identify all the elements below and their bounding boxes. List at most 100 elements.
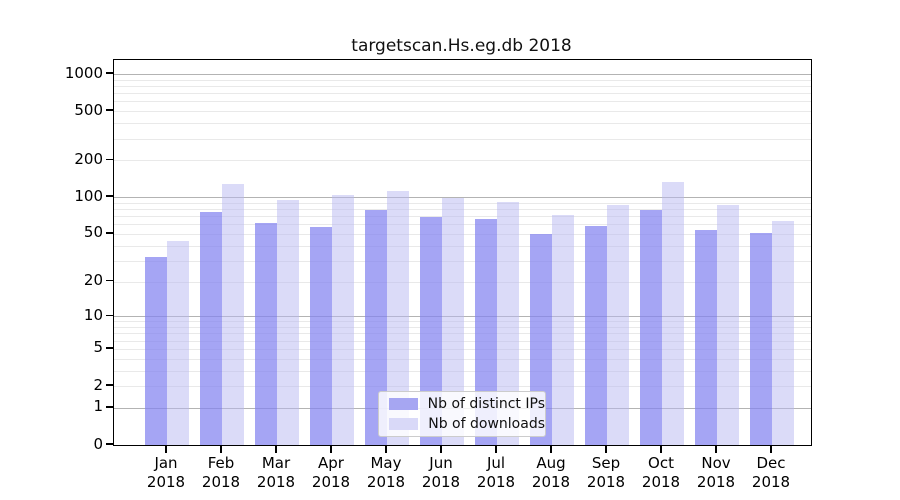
- bar-downloads: [607, 204, 629, 445]
- x-tick-mark: [220, 445, 222, 453]
- x-tick-year: 2018: [421, 472, 461, 491]
- x-tick-label: Nov 2018: [684, 454, 748, 491]
- x-tick-label: Jan 2018: [134, 454, 198, 491]
- y-tick-mark: [106, 314, 113, 316]
- major-gridline: [114, 74, 811, 76]
- x-tick-label: Feb 2018: [189, 454, 253, 491]
- x-tick-mark: [495, 445, 497, 453]
- y-tick-label: 2: [93, 375, 103, 394]
- y-tick-label: 0: [93, 434, 103, 453]
- minor-gridline: [114, 86, 811, 88]
- minor-gridline: [114, 111, 811, 113]
- bar-distinct-ips: [200, 211, 222, 445]
- x-tick-mark: [660, 445, 662, 453]
- x-tick-year: 2018: [311, 472, 351, 491]
- x-tick-mark: [605, 445, 607, 453]
- x-tick-year: 2018: [201, 472, 241, 491]
- x-tick-mark: [385, 445, 387, 453]
- x-tick-year: 2018: [586, 472, 626, 491]
- bar-distinct-ips: [475, 219, 497, 445]
- bar-distinct-ips: [310, 226, 332, 445]
- x-tick-label: May 2018: [354, 454, 418, 491]
- x-tick-mark: [715, 445, 717, 453]
- legend-swatch-distinct-ips: [389, 398, 418, 410]
- y-tick-label: 50: [83, 223, 103, 242]
- bar-distinct-ips: [640, 209, 662, 445]
- y-tick-mark: [106, 347, 113, 349]
- x-tick-label: Oct 2018: [629, 454, 693, 491]
- x-tick-year: 2018: [146, 472, 186, 491]
- x-tick-year: 2018: [696, 472, 736, 491]
- y-tick-label: 1: [93, 397, 103, 416]
- x-tick-mark: [550, 445, 552, 453]
- x-tick-label: Jun 2018: [409, 454, 473, 491]
- bar-downloads: [717, 205, 739, 445]
- bar-downloads: [167, 240, 189, 445]
- legend: Nb of distinct IPs Nb of downloads: [378, 391, 546, 437]
- x-tick-year: 2018: [366, 472, 406, 491]
- y-tick-mark: [106, 158, 113, 161]
- x-tick-year: 2018: [476, 472, 516, 491]
- x-tick-label: Mar 2018: [244, 454, 308, 491]
- bar-distinct-ips: [255, 223, 277, 445]
- bar-distinct-ips: [145, 257, 167, 445]
- bar-downloads: [277, 199, 299, 445]
- minor-gridline: [114, 138, 811, 140]
- bar-distinct-ips: [695, 229, 717, 445]
- y-tick-mark: [106, 406, 113, 408]
- y-tick-label: 500: [74, 100, 103, 119]
- y-tick-label: 5: [93, 338, 103, 357]
- minor-gridline: [114, 79, 811, 81]
- y-tick-mark: [106, 232, 113, 234]
- x-tick-year: 2018: [531, 472, 571, 491]
- y-tick-label: 100: [74, 186, 103, 205]
- x-tick-label: Jul 2018: [464, 454, 528, 491]
- bar-downloads: [552, 215, 574, 445]
- y-tick-label: 20: [83, 271, 103, 290]
- x-tick-mark: [165, 445, 167, 453]
- minor-gridline: [114, 101, 811, 103]
- major-gridline: [114, 197, 811, 199]
- x-tick-year: 2018: [256, 472, 296, 491]
- y-tick-label: 1000: [64, 63, 103, 82]
- y-tick-mark: [106, 443, 113, 445]
- y-tick-mark: [106, 72, 113, 74]
- legend-swatch-downloads: [389, 418, 419, 430]
- x-tick-label: Dec 2018: [739, 454, 803, 491]
- x-tick-label: Apr 2018: [299, 454, 363, 491]
- x-tick-label: Sep 2018: [574, 454, 638, 491]
- y-tick-label: 10: [83, 305, 103, 324]
- bar-downloads: [772, 220, 794, 445]
- minor-gridline: [114, 123, 811, 125]
- legend-row-distinct-ips: Nb of distinct IPs: [389, 396, 545, 412]
- y-tick-label: 200: [74, 149, 103, 168]
- legend-label-downloads: Nb of downloads: [428, 416, 545, 432]
- y-tick-mark: [106, 109, 113, 111]
- chart-title: targetscan.Hs.eg.db 2018: [351, 36, 572, 56]
- x-tick-mark: [330, 445, 332, 453]
- x-tick-mark: [770, 445, 772, 453]
- minor-gridline: [114, 160, 811, 162]
- bar-distinct-ips: [585, 226, 607, 445]
- y-tick-mark: [106, 279, 113, 282]
- legend-label-distinct-ips: Nb of distinct IPs: [427, 396, 545, 412]
- bar-downloads: [332, 194, 354, 445]
- y-tick-mark: [106, 384, 113, 386]
- bar-downloads: [442, 198, 464, 445]
- bar-distinct-ips: [365, 209, 387, 445]
- bar-distinct-ips: [750, 232, 772, 445]
- bar-distinct-ips: [420, 216, 442, 445]
- minor-gridline: [114, 93, 811, 95]
- y-tick-mark: [106, 195, 113, 197]
- bar-downloads: [662, 182, 684, 445]
- x-tick-year: 2018: [751, 472, 791, 491]
- x-tick-mark: [440, 445, 442, 453]
- bar-downloads: [497, 201, 519, 445]
- bar-downloads: [387, 190, 409, 445]
- x-tick-mark: [275, 445, 277, 453]
- legend-row-downloads: Nb of downloads: [389, 416, 545, 432]
- bar-downloads: [222, 184, 244, 445]
- x-tick-year: 2018: [641, 472, 681, 491]
- x-tick-label: Aug 2018: [519, 454, 583, 491]
